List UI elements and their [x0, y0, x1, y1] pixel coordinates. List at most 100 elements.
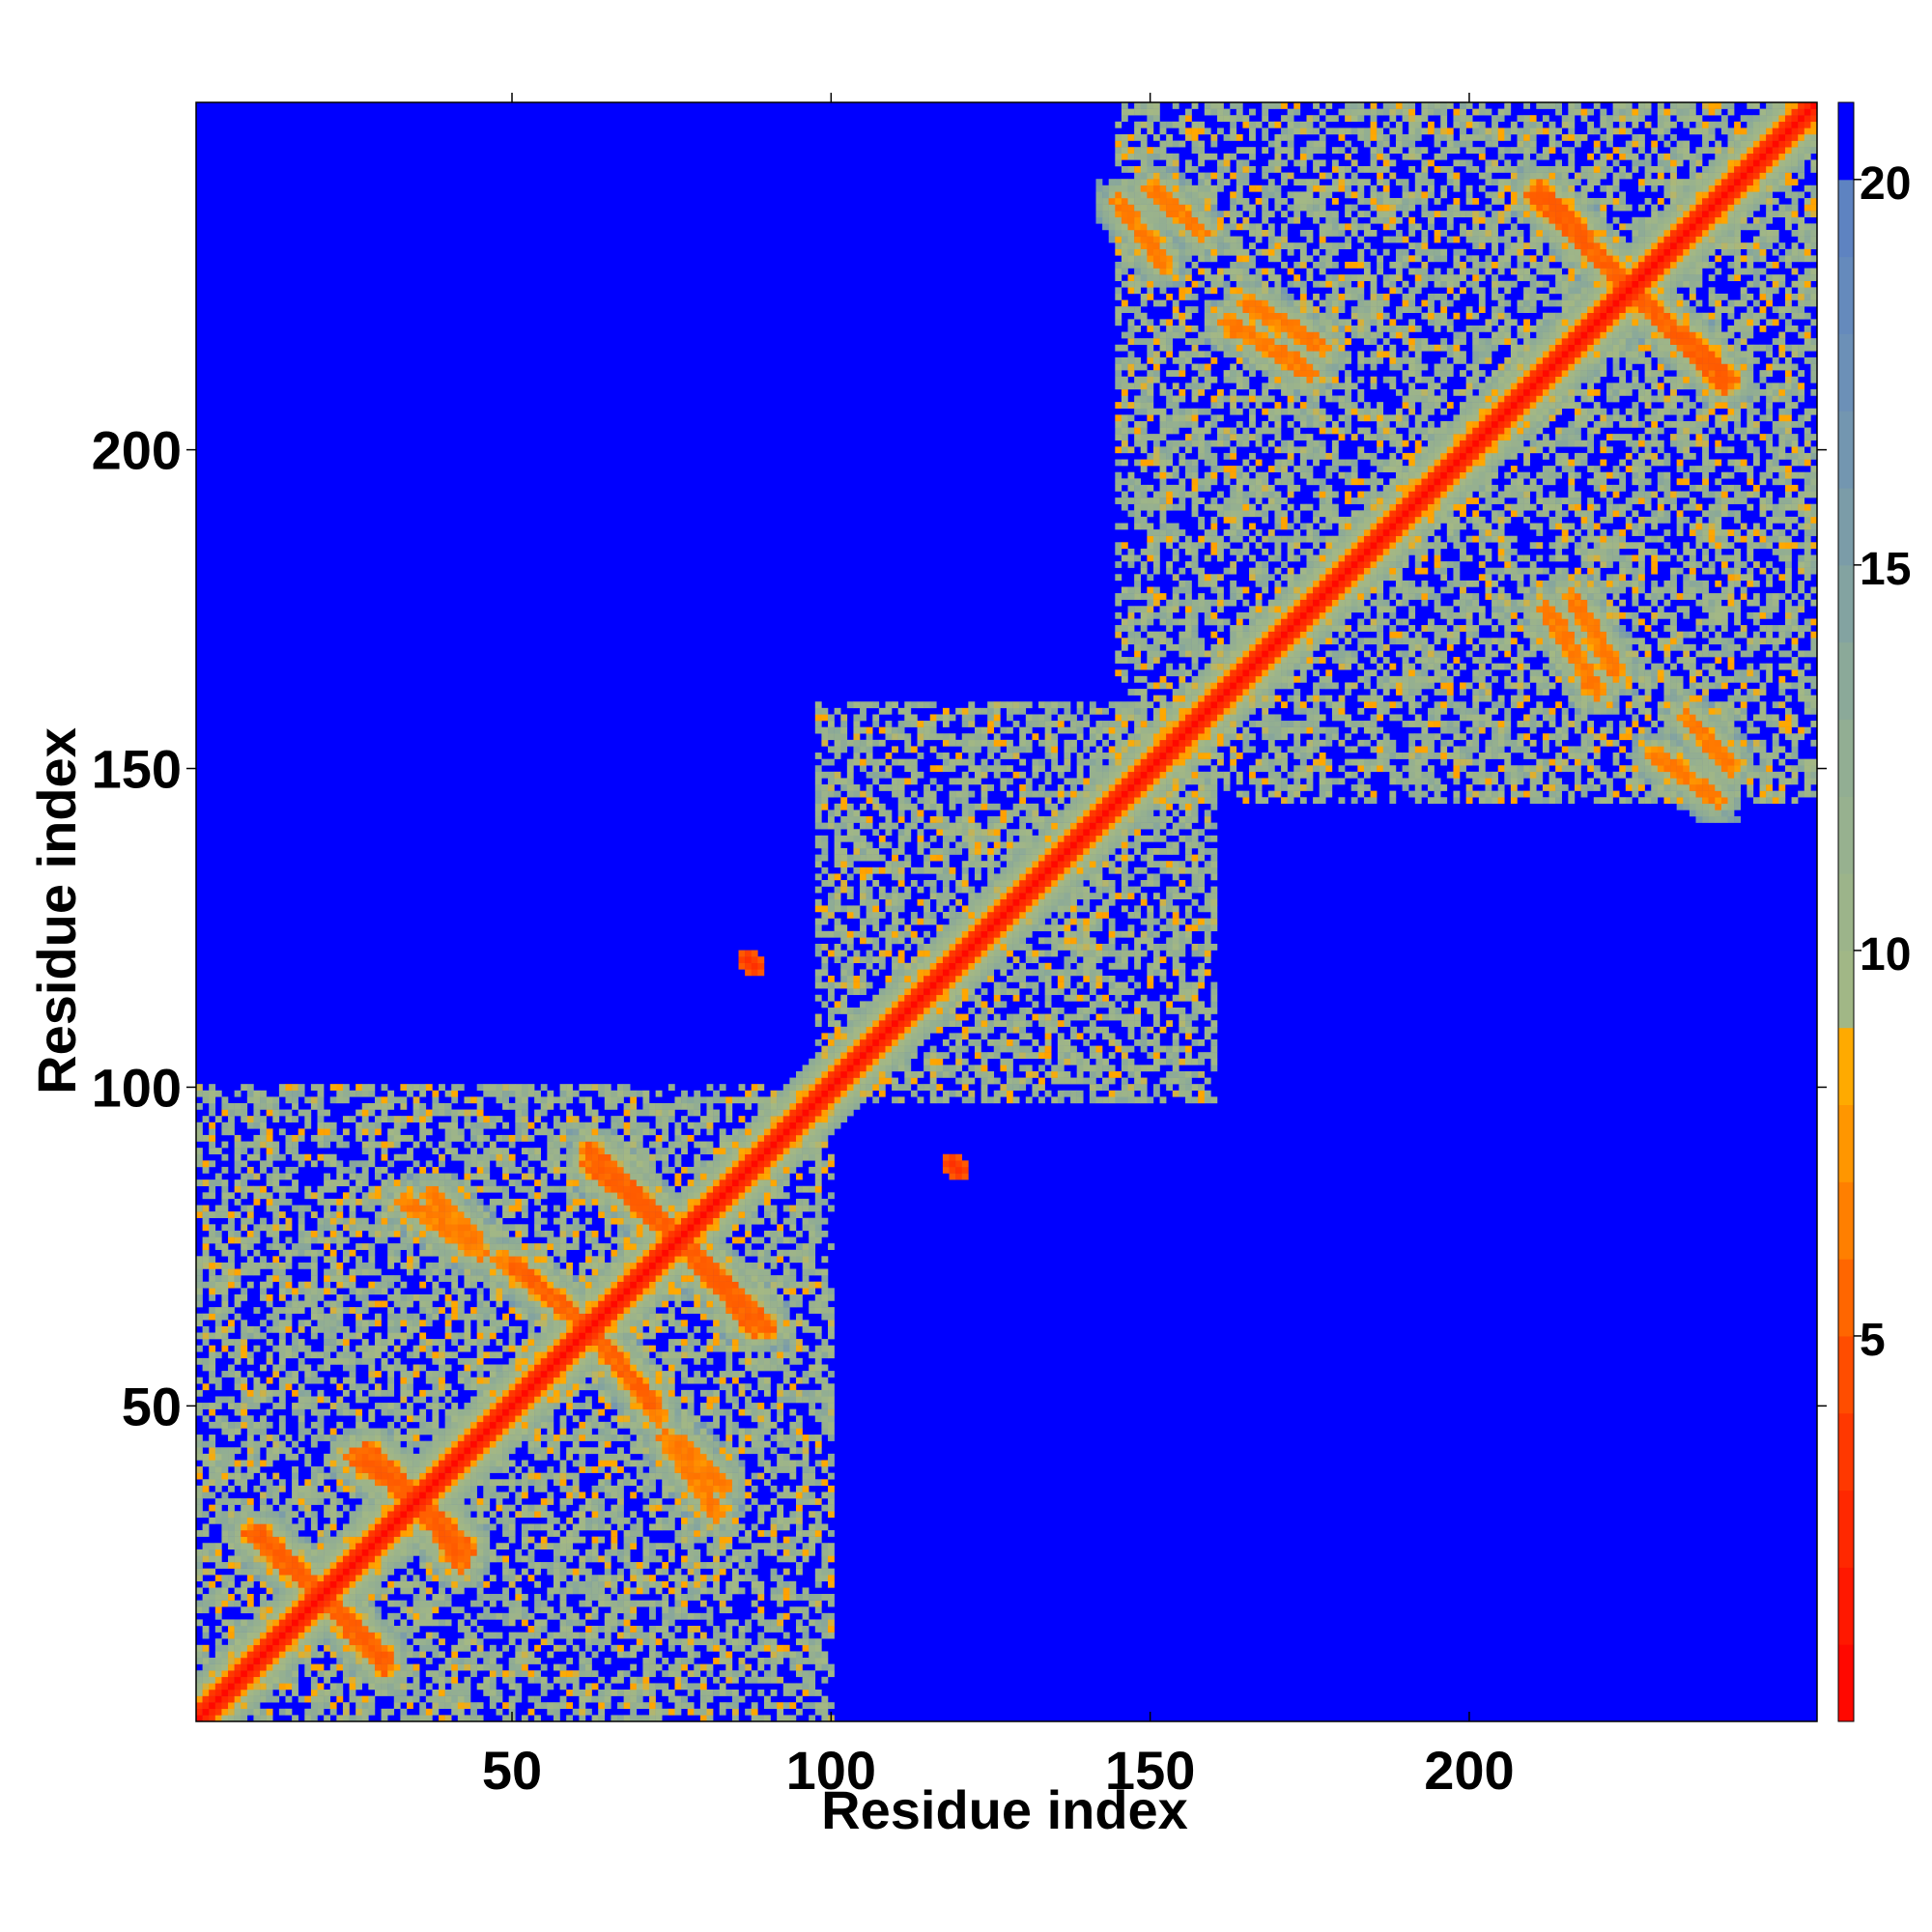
- heatmap-cell: [439, 1211, 445, 1218]
- heatmap-cell: [541, 1250, 548, 1257]
- heatmap-cell: [298, 1409, 305, 1416]
- heatmap-cell: [298, 1549, 305, 1556]
- heatmap-cell: [617, 1390, 624, 1397]
- heatmap-cell: [547, 1613, 554, 1620]
- heatmap-cell: [637, 1160, 643, 1167]
- heatmap-cell: [445, 1211, 452, 1218]
- heatmap-cell: [624, 1307, 631, 1314]
- heatmap-cell: [624, 1530, 631, 1537]
- heatmap-cell: [573, 1199, 580, 1206]
- heatmap-cell: [598, 1409, 605, 1416]
- heatmap-cell: [458, 1505, 465, 1512]
- heatmap-cell: [560, 1498, 567, 1505]
- heatmap-cell: [497, 1186, 503, 1193]
- heatmap-cell: [528, 1167, 535, 1174]
- heatmap-cell: [432, 1378, 439, 1384]
- heatmap-cell: [336, 1581, 343, 1588]
- heatmap-cell: [624, 1314, 631, 1321]
- heatmap-cell: [203, 1403, 210, 1409]
- heatmap-cell: [573, 1486, 580, 1492]
- heatmap-cell: [311, 1594, 318, 1601]
- heatmap-cell: [292, 1683, 298, 1690]
- heatmap-cell: [241, 1670, 247, 1677]
- heatmap-cell: [382, 1390, 388, 1397]
- heatmap-cell: [585, 1422, 592, 1429]
- heatmap-cell: [630, 1091, 637, 1097]
- heatmap-cell: [407, 1218, 413, 1225]
- heatmap-cell: [560, 1256, 567, 1263]
- heatmap-cell: [228, 1562, 235, 1569]
- heatmap-cell: [573, 1530, 580, 1537]
- heatmap-cell: [260, 1333, 267, 1340]
- heatmap-cell: [318, 1549, 325, 1556]
- heatmap-cell: [483, 1422, 490, 1429]
- heatmap-cell: [445, 1466, 452, 1473]
- heatmap-cell: [502, 1346, 509, 1352]
- heatmap-cell: [642, 1390, 649, 1397]
- heatmap-cell: [560, 1435, 567, 1441]
- heatmap-cell: [400, 1409, 407, 1416]
- heatmap-cell: [598, 1594, 605, 1601]
- heatmap-cell: [311, 1263, 318, 1269]
- heatmap-cell: [324, 1486, 330, 1492]
- heatmap-cell: [228, 1511, 235, 1518]
- heatmap-cell: [585, 1383, 592, 1390]
- heatmap-cell: [387, 1275, 394, 1282]
- heatmap-cell: [196, 1498, 203, 1505]
- heatmap-cell: [509, 1441, 516, 1448]
- heatmap-cell: [566, 1154, 573, 1161]
- heatmap-cell: [209, 1224, 215, 1231]
- heatmap-cell: [432, 1218, 439, 1225]
- heatmap-cell: [221, 1339, 228, 1346]
- heatmap-cell: [413, 1575, 420, 1581]
- heatmap-cell: [637, 1396, 643, 1403]
- heatmap-cell: [426, 1314, 433, 1321]
- heatmap-cell: [304, 1505, 311, 1512]
- heatmap-cell: [324, 1179, 330, 1186]
- heatmap-cell: [585, 1179, 592, 1186]
- heatmap-cell: [502, 1479, 509, 1486]
- heatmap-cell: [375, 1454, 382, 1461]
- heatmap-cell: [642, 1543, 649, 1549]
- heatmap-cell: [235, 1135, 242, 1142]
- heatmap-cell: [490, 1651, 497, 1658]
- heatmap-cell: [477, 1256, 484, 1263]
- heatmap-cell: [247, 1390, 254, 1397]
- heatmap-cell: [630, 1683, 637, 1690]
- heatmap-cell: [637, 1638, 643, 1645]
- heatmap-cell: [470, 1569, 477, 1576]
- heatmap-cell: [490, 1702, 497, 1709]
- heatmap-cell: [355, 1218, 362, 1225]
- heatmap-cell: [522, 1269, 528, 1276]
- heatmap-cell: [343, 1569, 350, 1576]
- heatmap-cell: [235, 1664, 242, 1671]
- heatmap-cell: [490, 1206, 497, 1212]
- heatmap-cell: [497, 1282, 503, 1289]
- heatmap-cell: [432, 1091, 439, 1097]
- heatmap-cell: [642, 1396, 649, 1403]
- heatmap-cell: [426, 1696, 433, 1703]
- heatmap-cell: [611, 1626, 617, 1633]
- heatmap-cell: [311, 1269, 318, 1276]
- heatmap-cell: [605, 1454, 611, 1461]
- heatmap-cell: [368, 1518, 375, 1524]
- heatmap-cell: [407, 1269, 413, 1276]
- heatmap-cell: [611, 1326, 617, 1333]
- heatmap-cell: [445, 1135, 452, 1142]
- heatmap-cell: [432, 1518, 439, 1524]
- heatmap-cell: [605, 1473, 611, 1480]
- heatmap-cell: [336, 1606, 343, 1613]
- heatmap-cell: [554, 1142, 560, 1149]
- heatmap-cell: [579, 1466, 585, 1473]
- heatmap-cell: [592, 1110, 599, 1117]
- heatmap-cell: [368, 1581, 375, 1588]
- heatmap-cell: [522, 1116, 528, 1122]
- heatmap-cell: [579, 1339, 585, 1346]
- heatmap-cell: [407, 1581, 413, 1588]
- heatmap-cell: [247, 1415, 254, 1422]
- heatmap-cell: [573, 1339, 580, 1346]
- heatmap-cell: [241, 1160, 247, 1167]
- heatmap-cell: [375, 1186, 382, 1193]
- heatmap-cell: [279, 1530, 286, 1537]
- heatmap-cell: [630, 1569, 637, 1576]
